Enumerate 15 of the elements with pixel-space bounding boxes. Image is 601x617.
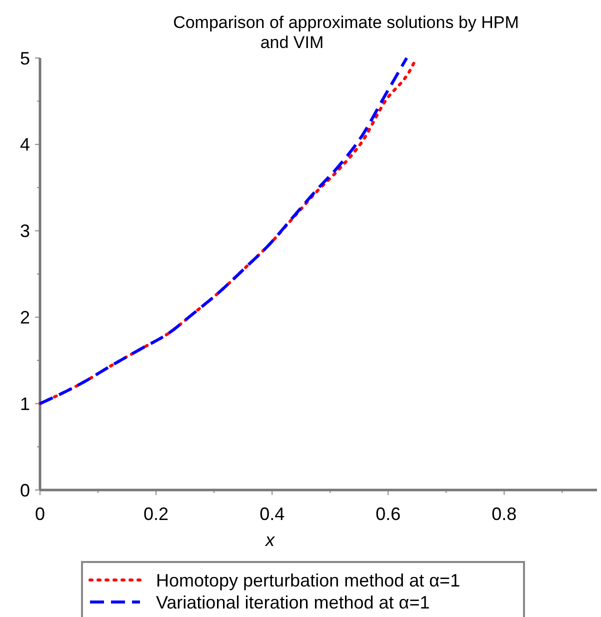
- x-axis-title: x: [264, 530, 276, 550]
- legend-label: Homotopy perturbation method at α=1: [156, 570, 460, 590]
- x-tick-label: 0.4: [260, 504, 285, 524]
- chart-title: Comparison of approximate solutions by HPM and VIM: [173, 13, 519, 52]
- x-tick-label: 0: [34, 504, 46, 524]
- y-tick-label: 0: [20, 480, 30, 500]
- y-tick-label: 2: [20, 308, 30, 328]
- x-tick-label: 0.2: [144, 504, 169, 524]
- y-tick-label: 1: [20, 394, 30, 414]
- x-tick-label: 0.6: [376, 504, 401, 524]
- y-tick-label: 5: [20, 48, 30, 68]
- legend-label: Variational iteration method at α=1: [156, 592, 430, 612]
- y-tick-label: 4: [20, 134, 30, 155]
- x-tick-label: 0.8: [492, 504, 517, 524]
- y-tick-label: 3: [20, 221, 30, 242]
